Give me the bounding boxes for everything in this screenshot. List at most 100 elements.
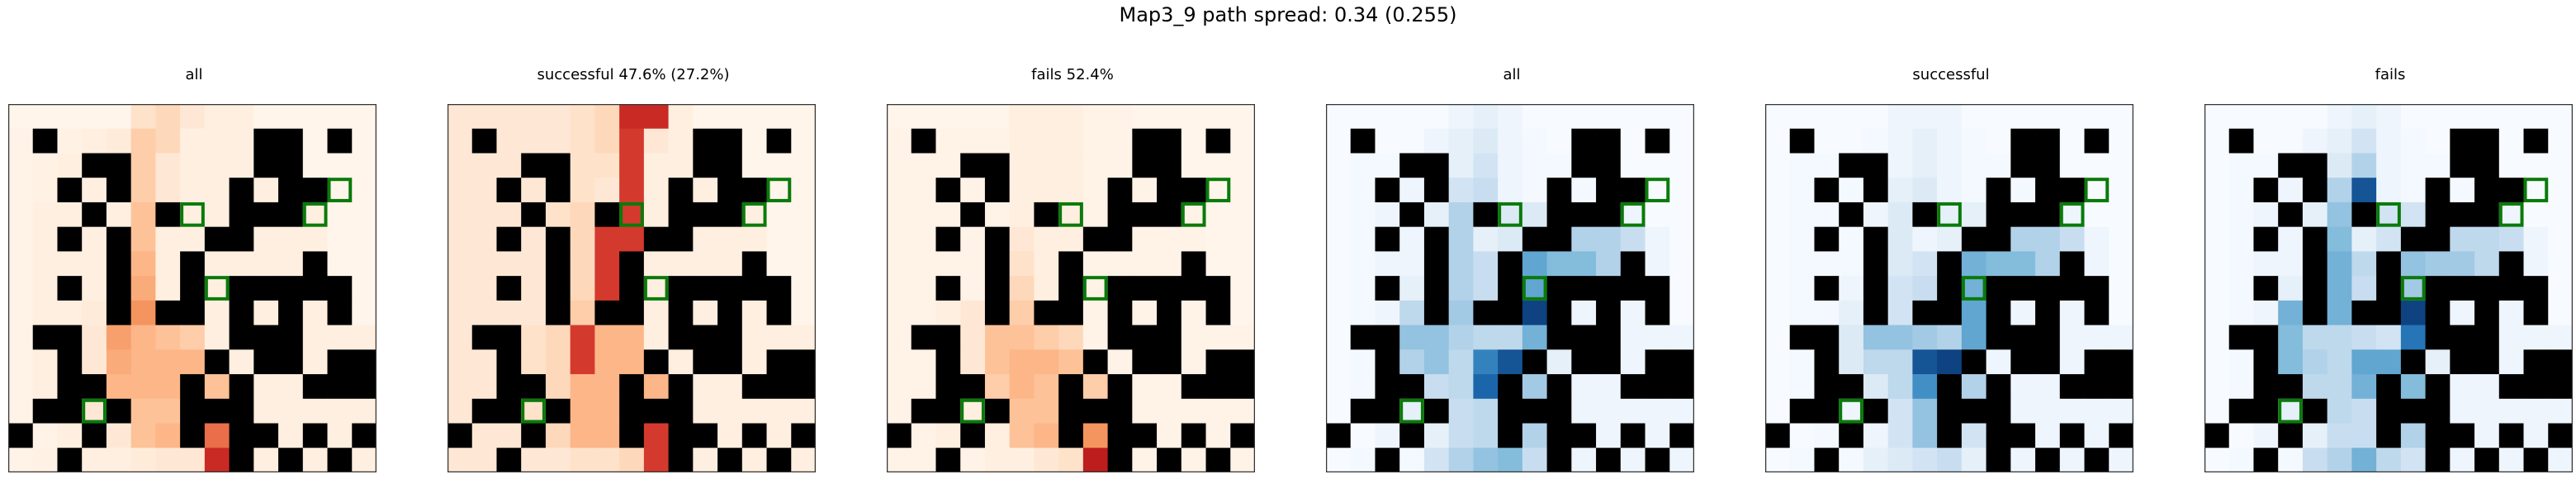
heat-cell [352,202,376,228]
heat-cell [2376,178,2402,203]
heat-cell [1596,226,1622,252]
wall-cell [717,128,743,154]
heat-cell [1571,251,1597,277]
heat-cell [2498,398,2524,424]
heat-cell [1034,104,1059,130]
heatmap-grid [8,104,376,472]
heat-cell [496,104,522,130]
wall-cell [1814,398,1840,424]
heat-cell [1912,104,1938,130]
wall-cell [2059,374,2085,400]
wall-cell [2376,398,2402,424]
heat-cell [2204,300,2230,325]
wall-cell [791,349,816,375]
heat-cell [2253,104,2279,130]
heat-cell [1498,349,1523,375]
heat-cell [521,398,547,424]
heat-cell [1157,398,1182,424]
wall-cell [106,276,132,301]
heat-cell [2548,398,2573,424]
heat-cell [8,178,34,203]
heat-cell [2498,300,2524,325]
heat-cell [887,300,912,325]
heat-cell [1157,104,1182,130]
heat-cell [1522,128,1547,154]
wall-cell [352,423,376,448]
wall-cell [1375,325,1400,350]
heat-cell [668,104,694,130]
heat-cell [2204,398,2230,424]
heat-cell [8,325,34,350]
wall-cell [1937,423,1963,448]
heat-cell [2351,104,2377,130]
heat-cell [570,202,595,228]
heat-cell [471,104,497,130]
wall-cell [1058,398,1084,424]
heat-cell [229,153,254,178]
heat-cell [1937,349,1963,375]
heat-cell [2059,202,2085,228]
heat-cell [1205,178,1231,203]
wall-cell [693,325,718,350]
wall-cell [496,398,522,424]
wall-cell [791,423,816,448]
heat-cell [643,374,669,400]
heat-cell [2327,448,2352,472]
heat-cell [619,178,645,203]
heat-cell [2010,251,2036,277]
heat-cell [1448,202,1474,228]
heat-cell [32,153,58,178]
wall-cell [2035,178,2061,203]
heat-cell [447,325,473,350]
heat-cell [1937,448,1963,472]
heat-cell [594,104,620,130]
target-marker [2084,178,2110,202]
target-marker [2376,202,2401,227]
wall-cell [2376,251,2402,277]
heat-cell [1839,128,1864,154]
heat-cell [471,349,497,375]
heat-cell [2425,104,2451,130]
heat-cell [1473,251,1499,277]
wall-cell [1157,202,1182,228]
heat-cell [1082,104,1108,130]
wall-cell [229,202,254,228]
wall-cell [229,398,254,424]
wall-cell [1423,276,1450,301]
heat-cell [352,104,376,130]
wall-cell [2253,398,2279,424]
wall-cell [1132,423,1158,448]
wall-cell [1498,300,1523,325]
wall-cell [2376,423,2402,448]
wall-cell [180,398,206,424]
heat-cell [1645,251,1670,277]
heat-cell [1522,104,1547,130]
heat-cell [570,153,595,178]
heat-cell [1399,325,1425,350]
heat-cell [352,128,376,154]
heat-cell [1058,104,1084,130]
heat-cell [1132,398,1158,424]
heat-cell [1423,374,1450,400]
heat-cell [1912,423,1938,448]
wall-cell [643,398,669,424]
heat-cell [1399,300,1425,325]
heat-cell [155,178,181,203]
heat-cell [2425,251,2451,277]
heat-cell [1350,202,1376,228]
wall-cell [106,398,132,424]
heat-cell [766,178,792,203]
wall-cell [741,251,767,277]
heat-cell [1887,423,1913,448]
target-marker [2400,276,2426,301]
heat-cell [1645,398,1670,424]
heat-cell [2327,202,2352,228]
wall-cell [2450,349,2475,375]
heat-cell [180,178,206,203]
heat-cell [2376,202,2402,228]
heat-cell [1522,325,1547,350]
heat-cell [82,398,107,424]
heat-cell [791,325,816,350]
heat-cell [471,153,497,178]
wall-cell [1571,325,1597,350]
